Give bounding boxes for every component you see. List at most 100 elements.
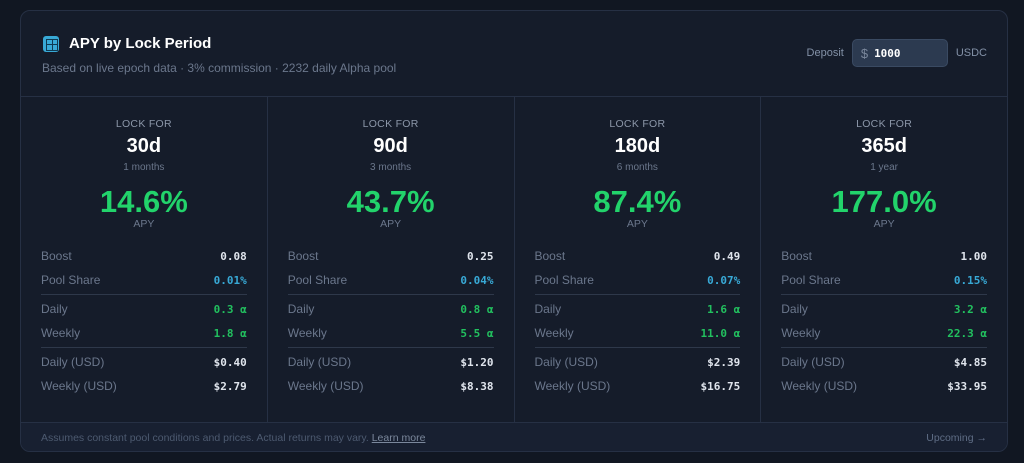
lock-period-180d: LOCK FOR 180d 6 months 87.4% APY Boost 0.…: [515, 97, 762, 422]
boost-label: Boost: [781, 249, 812, 263]
daily-usd-label: Daily (USD): [287, 355, 352, 369]
weekly-row: Weekly 22.3 α: [781, 321, 987, 345]
apy-value: 14.6%: [99, 184, 188, 219]
apy-label: APY: [380, 218, 402, 230]
daily-label: Daily: [781, 302, 808, 316]
weekly-usd-value: $8.38: [460, 379, 494, 393]
daily-usd-value: $2.39: [707, 355, 741, 369]
weekly-usd-label: Weekly (USD): [534, 379, 611, 393]
upcoming-link[interactable]: Upcoming →: [926, 432, 987, 444]
weekly-value: 5.5 α: [460, 326, 494, 340]
weekly-usd-value: $33.95: [947, 379, 987, 393]
pool-share-row: Pool Share 0.15%: [781, 268, 987, 292]
card-subtitle: Based on live epoch data · 3% commission…: [42, 61, 397, 75]
daily-usd-label: Daily (USD): [534, 355, 598, 369]
weekly-label: Weekly: [534, 326, 574, 340]
lock-days: 180d: [614, 135, 661, 157]
pool-share-row: Pool Share 0.04%: [288, 268, 494, 292]
daily-usd-row: Daily (USD) $2.39: [535, 350, 741, 374]
divider: [41, 347, 247, 348]
lock-period-columns: LOCK FOR 30d 1 months 14.6% APY Boost 0.0…: [21, 97, 1007, 422]
daily-usd-value: $4.85: [953, 355, 987, 369]
lock-days: 90d: [373, 135, 408, 157]
card-title-text: APY by Lock Period: [69, 35, 212, 52]
pool-share-label: Pool Share: [781, 273, 841, 287]
apy-label: APY: [873, 218, 895, 230]
daily-usd-value: $1.20: [460, 355, 494, 369]
divider: [41, 294, 247, 295]
daily-usd-label: Daily (USD): [41, 355, 105, 369]
apy-value: 43.7%: [346, 184, 435, 219]
boost-row: Boost 0.25: [288, 244, 494, 268]
boost-row: Boost 0.49: [535, 244, 741, 268]
pool-share-row: Pool Share 0.01%: [41, 268, 247, 292]
lock-months: 1 months: [123, 162, 165, 173]
pool-share-value: 0.04%: [460, 273, 494, 287]
daily-usd-row: Daily (USD) $0.40: [41, 350, 247, 374]
deposit-input[interactable]: [874, 46, 935, 60]
deposit-control: Deposit $ USDC: [807, 39, 987, 67]
card-footer: Assumes constant pool conditions and pri…: [21, 422, 1007, 451]
lock-months: 3 months: [370, 162, 412, 173]
divider: [534, 347, 741, 348]
weekly-row: Weekly 5.5 α: [288, 321, 494, 345]
apy-value: 87.4%: [593, 184, 682, 219]
weekly-usd-row: Weekly (USD) $2.79: [41, 374, 247, 398]
daily-row: Daily 1.6 α: [535, 297, 741, 321]
footer-note-wrap: Assumes constant pool conditions and pri…: [41, 432, 425, 444]
boost-label: Boost: [534, 249, 566, 263]
dollar-icon: $: [860, 45, 869, 61]
divider: [781, 347, 987, 348]
weekly-usd-label: Weekly (USD): [41, 379, 117, 393]
lock-for-label: LOCK FOR: [362, 118, 419, 130]
deposit-input-wrapper[interactable]: $: [851, 39, 948, 67]
calculator-icon: [43, 35, 59, 52]
weekly-label: Weekly: [41, 326, 81, 340]
daily-value: 0.3 α: [213, 302, 247, 316]
daily-usd-label: Daily (USD): [781, 355, 845, 369]
apy-value: 177.0%: [831, 184, 937, 219]
lock-days: 30d: [126, 135, 162, 157]
lock-months: 1 year: [870, 162, 899, 173]
pool-share-row: Pool Share 0.07%: [535, 268, 741, 292]
learn-more-link[interactable]: Learn more: [371, 432, 426, 444]
weekly-usd-value: $2.79: [213, 379, 247, 393]
divider: [287, 347, 494, 348]
stats: Boost 1.00 Pool Share 0.15% Daily 3.2 α Weekl…: [781, 244, 987, 398]
deposit-label: Deposit: [806, 47, 844, 59]
daily-value: 0.8 α: [460, 302, 494, 316]
weekly-usd-label: Weekly (USD): [287, 379, 364, 393]
weekly-label: Weekly: [287, 326, 327, 340]
lock-period-90d: LOCK FOR 90d 3 months 43.7% APY Boost 0.2…: [268, 97, 515, 422]
stats: Boost 0.49 Pool Share 0.07% Daily 1.6 α Weekl…: [534, 244, 741, 398]
daily-row: Daily 3.2 α: [781, 297, 987, 321]
boost-value: 0.49: [713, 249, 741, 263]
apy-card: APY by Lock Period Based on live epoch d…: [20, 10, 1008, 452]
daily-label: Daily: [287, 302, 315, 316]
lock-for-label: LOCK FOR: [856, 118, 913, 130]
weekly-usd-label: Weekly (USD): [781, 379, 858, 393]
card-title: APY by Lock Period: [43, 35, 211, 52]
boost-value: 0.25: [467, 249, 494, 263]
lock-days: 365d: [861, 135, 907, 157]
divider: [781, 294, 987, 295]
pool-share-value: 0.15%: [953, 273, 987, 287]
stats: Boost 0.08 Pool Share 0.01% Daily 0.3 α Weekl…: [41, 244, 247, 398]
daily-row: Daily 0.8 α: [288, 297, 494, 321]
weekly-value: 11.0 α: [700, 326, 741, 340]
boost-row: Boost 0.08: [41, 244, 247, 268]
divider: [287, 294, 494, 295]
pool-share-label: Pool Share: [287, 273, 348, 287]
lock-for-label: LOCK FOR: [115, 118, 172, 130]
weekly-usd-row: Weekly (USD) $33.95: [781, 374, 987, 398]
daily-label: Daily: [41, 302, 68, 316]
stats: Boost 0.25 Pool Share 0.04% Daily 0.8 α Weekl…: [287, 244, 494, 398]
weekly-value: 22.3 α: [947, 326, 987, 340]
lock-for-label: LOCK FOR: [609, 118, 666, 130]
weekly-usd-row: Weekly (USD) $16.75: [535, 374, 741, 398]
lock-months: 6 months: [616, 162, 658, 173]
deposit-unit: USDC: [955, 47, 987, 59]
daily-value: 1.6 α: [707, 302, 741, 316]
boost-value: 0.08: [220, 249, 247, 263]
footer-note: Assumes constant pool conditions and pri…: [41, 432, 369, 444]
